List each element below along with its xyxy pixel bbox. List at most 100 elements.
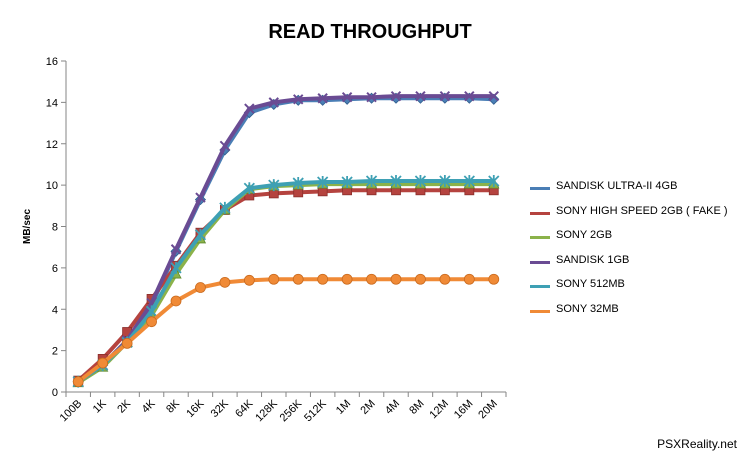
y-tick-label: 14 bbox=[46, 97, 58, 109]
data-point bbox=[414, 174, 427, 187]
legend-swatch bbox=[530, 236, 550, 240]
legend-swatch bbox=[530, 211, 550, 215]
series-line bbox=[77, 178, 494, 384]
data-point bbox=[366, 91, 377, 103]
y-axis-label: MB/sec bbox=[22, 209, 33, 244]
data-point bbox=[121, 337, 133, 349]
x-tick-label: 1K bbox=[91, 397, 109, 415]
x-tick-label: 8K bbox=[164, 397, 182, 415]
x-tick-label: 32K bbox=[209, 397, 232, 420]
x-tick-label: 16K bbox=[184, 397, 207, 420]
data-point bbox=[415, 273, 426, 285]
data-point bbox=[292, 177, 304, 190]
y-tick-label: 6 bbox=[52, 263, 58, 275]
legend-label: SONY 32MB bbox=[556, 303, 619, 315]
x-tick-label: 2M bbox=[358, 398, 377, 417]
data-point bbox=[415, 90, 426, 102]
data-point bbox=[219, 201, 231, 214]
legend-swatch bbox=[530, 187, 550, 190]
series-line bbox=[77, 94, 494, 384]
x-tick-label: 4M bbox=[383, 398, 402, 417]
data-point bbox=[439, 90, 451, 102]
y-tick-label: 12 bbox=[46, 139, 58, 151]
data-point bbox=[464, 90, 475, 102]
data-point bbox=[341, 176, 353, 189]
series-5 bbox=[72, 273, 500, 388]
data-point bbox=[243, 182, 255, 195]
series-line bbox=[77, 96, 494, 384]
data-point bbox=[317, 93, 328, 104]
data-point bbox=[463, 174, 475, 187]
data-point bbox=[195, 282, 206, 293]
x-tick-label: 1M bbox=[334, 398, 353, 417]
series-4 bbox=[72, 174, 500, 388]
y-tick-label: 4 bbox=[52, 304, 58, 316]
data-point bbox=[365, 174, 378, 187]
legend-swatch bbox=[530, 310, 550, 313]
x-tick-label: 8M bbox=[407, 398, 426, 417]
x-tick-label: 256K bbox=[278, 397, 305, 424]
x-tick-label: 100B bbox=[58, 398, 85, 425]
data-point bbox=[170, 295, 182, 307]
x-tick-label: 4K bbox=[140, 397, 158, 415]
x-tick-label: 128K bbox=[253, 397, 280, 424]
data-point bbox=[488, 90, 499, 102]
series-line bbox=[76, 188, 494, 383]
x-tick-label: 12M bbox=[427, 398, 451, 422]
data-point bbox=[317, 176, 329, 189]
legend-label: SONY HIGH SPEED 2GB ( FAKE ) bbox=[556, 204, 728, 217]
data-point bbox=[244, 103, 255, 114]
chart-title: READ THROUGHPUT bbox=[268, 21, 471, 43]
x-tick-label: 2K bbox=[115, 397, 133, 415]
data-point bbox=[170, 244, 182, 255]
x-tick-label: 16M bbox=[452, 398, 476, 422]
data-point bbox=[195, 192, 206, 203]
data-point bbox=[488, 174, 500, 187]
data-point bbox=[243, 274, 255, 286]
legend-label: SONY 2GB bbox=[556, 229, 613, 242]
data-point bbox=[293, 94, 304, 105]
series-layer bbox=[72, 90, 500, 388]
legend-label: SANDISK 1GB bbox=[556, 253, 630, 266]
data-point bbox=[341, 273, 353, 285]
x-tick-label: 64K bbox=[233, 397, 256, 420]
series-line bbox=[77, 277, 494, 384]
y-tick-label: 8 bbox=[52, 222, 58, 234]
series-1 bbox=[73, 185, 499, 386]
watermark: PSXReality.net bbox=[657, 437, 737, 451]
data-point bbox=[390, 273, 402, 285]
data-point bbox=[463, 273, 475, 285]
x-tick-label: 512K bbox=[302, 397, 329, 424]
legend-swatch bbox=[530, 285, 550, 289]
data-point bbox=[194, 228, 207, 241]
data-point bbox=[146, 316, 157, 328]
data-point bbox=[219, 140, 231, 152]
data-point bbox=[72, 376, 84, 388]
y-axis-ticks: 0 2 4 6 8 10 12 14 16 bbox=[46, 56, 66, 399]
legend-label: SONY 512MB bbox=[556, 278, 625, 291]
series-3 bbox=[73, 90, 499, 387]
data-point bbox=[97, 357, 109, 369]
data-point bbox=[439, 273, 451, 285]
data-point bbox=[439, 174, 451, 187]
data-point bbox=[170, 261, 182, 274]
data-point bbox=[268, 273, 280, 285]
data-point bbox=[390, 174, 402, 187]
y-tick-label: 0 bbox=[52, 387, 58, 399]
data-point bbox=[268, 179, 280, 192]
data-point bbox=[268, 97, 279, 108]
data-point bbox=[219, 276, 231, 288]
y-tick-label: 16 bbox=[46, 56, 58, 68]
data-point bbox=[145, 305, 158, 318]
series-0 bbox=[72, 92, 500, 388]
series-line bbox=[77, 182, 494, 385]
data-point bbox=[366, 273, 377, 285]
x-tick-label: 20M bbox=[476, 398, 500, 422]
series-2 bbox=[72, 177, 500, 388]
y-tick-label: 2 bbox=[52, 346, 58, 358]
legend-label: SANDISK ULTRA-II 4GB bbox=[556, 180, 678, 192]
legend-swatch bbox=[530, 260, 550, 264]
data-point bbox=[292, 273, 304, 285]
